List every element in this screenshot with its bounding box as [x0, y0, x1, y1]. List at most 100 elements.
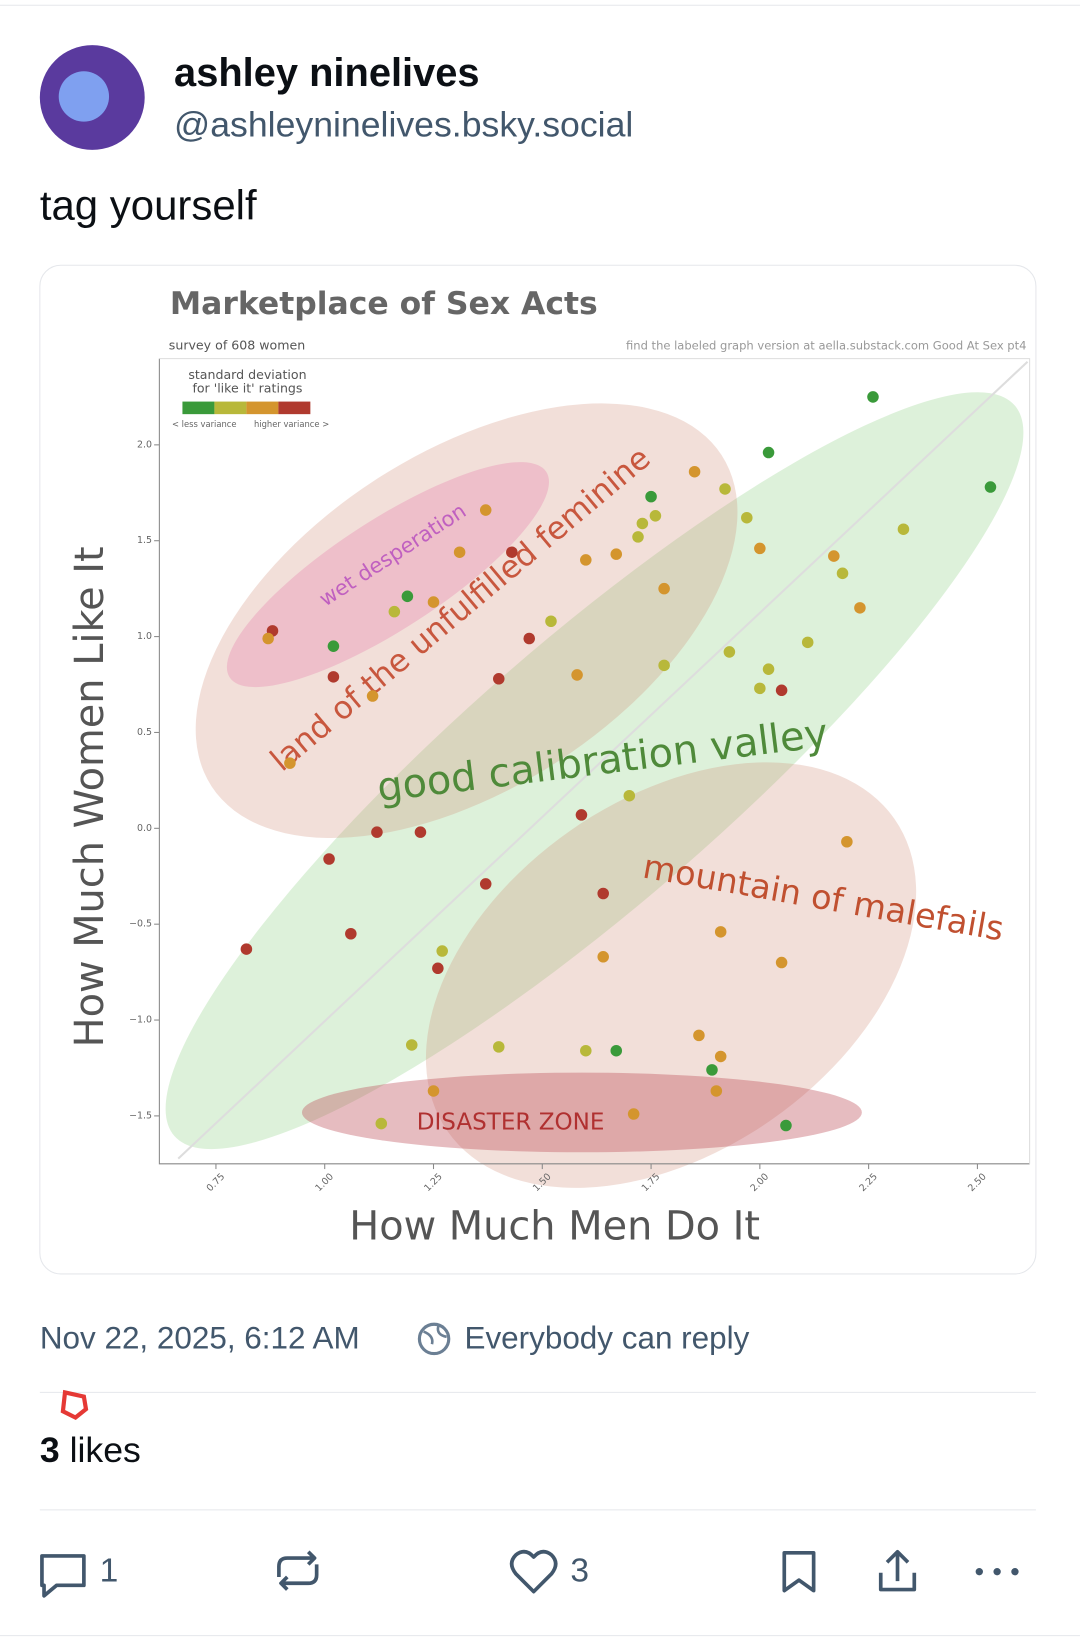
author-handle[interactable]: @ashleyninelives.bsky.social: [174, 104, 633, 144]
point: [723, 646, 736, 658]
point: [658, 582, 670, 595]
post-text: tag yourself: [40, 182, 257, 229]
likes-count: 3: [40, 1431, 60, 1471]
likes-label: likes: [70, 1431, 141, 1471]
point: [580, 1044, 592, 1057]
image-frame: [39, 264, 1037, 1275]
point: [775, 956, 788, 969]
point: [523, 632, 535, 645]
point: [610, 1044, 623, 1057]
point: [762, 663, 775, 675]
point: [371, 826, 383, 838]
point: [636, 517, 649, 530]
point: [345, 927, 357, 940]
point: [741, 511, 753, 524]
like-button[interactable]: [509, 1549, 558, 1594]
point: [828, 550, 840, 562]
point: [801, 636, 814, 649]
more-button[interactable]: [975, 1568, 1019, 1576]
x-axis-label: How Much Men Do It: [349, 1203, 760, 1249]
point: [623, 789, 636, 802]
bookmark-button[interactable]: [782, 1550, 816, 1593]
share-button[interactable]: [878, 1549, 917, 1592]
y-tick-label: 1.5: [137, 535, 152, 546]
point: [327, 640, 340, 652]
legend-high: higher variance >: [254, 419, 329, 429]
chart-image[interactable]: Marketplace of Sex Acts survey of 608 wo…: [39, 264, 1080, 1275]
point: [762, 446, 775, 459]
point: [401, 590, 414, 603]
point: [284, 757, 296, 769]
y-tick-label: −1.0: [129, 1015, 152, 1026]
point: [506, 546, 518, 558]
point: [479, 878, 492, 890]
point: [897, 523, 910, 535]
point: [714, 926, 727, 938]
point: [414, 826, 427, 838]
point: [405, 1039, 418, 1051]
legend-swatch: [278, 401, 311, 415]
point: [571, 669, 583, 681]
reply-count: 1: [100, 1553, 119, 1590]
point: [375, 1117, 388, 1130]
point: [754, 682, 766, 695]
y-tick-label: −1.5: [129, 1110, 152, 1121]
point: [836, 567, 849, 580]
point: [432, 962, 444, 975]
point: [388, 605, 401, 618]
legend-title: for 'like it' ratings: [192, 380, 302, 395]
point: [710, 1085, 723, 1097]
repost-button[interactable]: [277, 1550, 319, 1591]
point: [262, 632, 274, 645]
point: [780, 1119, 792, 1132]
like-count: 3: [570, 1553, 589, 1590]
point: [658, 659, 670, 672]
point: [545, 615, 557, 628]
point: [436, 945, 448, 957]
region-valley: [165, 392, 1024, 1150]
liker-avatar[interactable]: [60, 1389, 89, 1421]
region-disaster: [301, 1072, 862, 1153]
reply-button[interactable]: [40, 1554, 86, 1598]
y-tick-label: 0.0: [137, 823, 152, 834]
legend-low: < less variance: [172, 419, 237, 429]
likes-summary[interactable]: 3 likes: [40, 1431, 141, 1471]
region-unfulfilled: [195, 403, 738, 839]
author-name[interactable]: ashley ninelives: [174, 51, 480, 95]
point: [597, 887, 609, 900]
legend-swatch: [214, 401, 247, 415]
point: [719, 483, 731, 495]
chart-subtitle: survey of 608 women: [169, 338, 305, 353]
y-tick-label: 0.5: [137, 727, 152, 738]
chart-note: find the labeled graph version at aella.…: [626, 339, 1026, 353]
point: [427, 596, 440, 608]
point: [327, 671, 340, 683]
legend-title: standard deviation: [188, 367, 306, 382]
point: [240, 943, 253, 955]
point: [714, 1050, 727, 1063]
reply-setting[interactable]: Everybody can reply: [464, 1320, 749, 1355]
globe-icon: [417, 1322, 451, 1356]
annotation: DISASTER ZONE: [417, 1109, 605, 1135]
point: [867, 391, 879, 403]
y-tick-label: −0.5: [129, 919, 152, 930]
legend-swatch: [246, 401, 279, 415]
y-axis-label: How Much Women Like It: [67, 546, 113, 1047]
point: [493, 1041, 505, 1053]
timestamp: Nov 22, 2025, 6:12 AM: [40, 1320, 360, 1355]
point: [627, 1108, 640, 1120]
point: [453, 546, 466, 558]
point: [366, 690, 379, 702]
point: [706, 1064, 718, 1076]
chart-title: Marketplace of Sex Acts: [170, 286, 598, 322]
point: [632, 531, 644, 543]
point: [754, 542, 766, 555]
point: [854, 602, 866, 614]
plot-frame: [159, 358, 1031, 1164]
legend-swatch: [182, 401, 215, 415]
point: [693, 1029, 705, 1042]
point: [610, 548, 623, 560]
point: [597, 951, 609, 963]
point: [580, 554, 592, 566]
y-tick-label: 1.0: [137, 631, 152, 642]
